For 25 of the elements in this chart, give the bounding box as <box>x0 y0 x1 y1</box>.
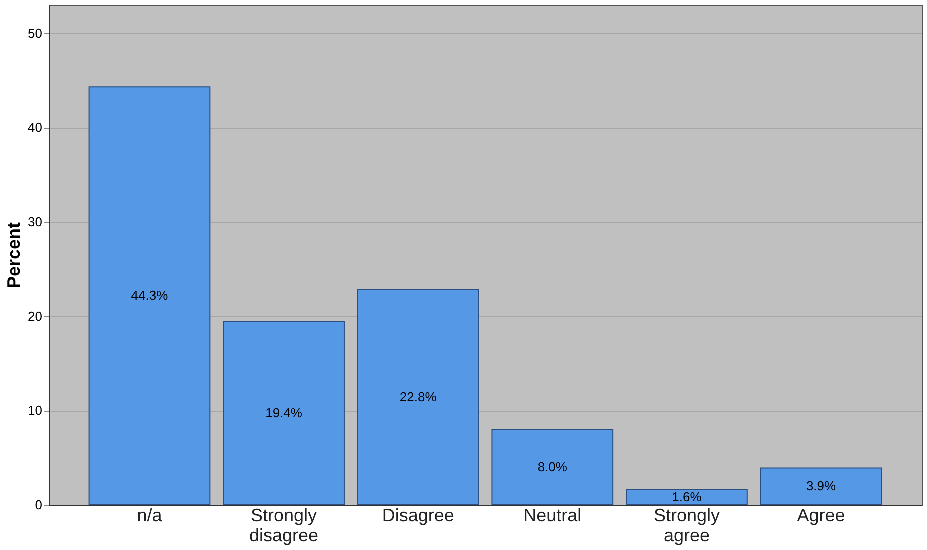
data-label: 3.9% <box>806 478 837 494</box>
bar <box>626 489 748 506</box>
y-tick-label: 20 <box>28 308 42 324</box>
bar <box>88 86 211 506</box>
data-label: 44.3% <box>131 288 169 304</box>
data-label: 22.8% <box>400 389 438 404</box>
x-tick-label: Disagree <box>382 506 454 526</box>
data-label: 19.4% <box>266 405 303 420</box>
bar <box>357 289 480 506</box>
x-tick-label: n/a <box>137 506 164 526</box>
y-tick-label: 30 <box>28 214 42 230</box>
bar <box>223 321 345 506</box>
x-tick-label: Strongly agree <box>654 506 720 546</box>
y-axis-title: Percent <box>4 222 24 289</box>
data-label: 1.6% <box>672 489 702 504</box>
y-tick-label: 0 <box>35 498 42 512</box>
x-tick-label: Agree <box>797 506 846 526</box>
bar <box>492 429 614 506</box>
y-tick-label: 10 <box>28 403 42 418</box>
y-tick-label: 50 <box>28 26 42 41</box>
x-tick-label: Strongly disagree <box>250 506 319 546</box>
x-tick-label: Neutral <box>524 506 582 526</box>
y-tick-label: 40 <box>28 120 42 136</box>
data-label: 8.0% <box>538 459 568 474</box>
bar <box>760 468 882 506</box>
